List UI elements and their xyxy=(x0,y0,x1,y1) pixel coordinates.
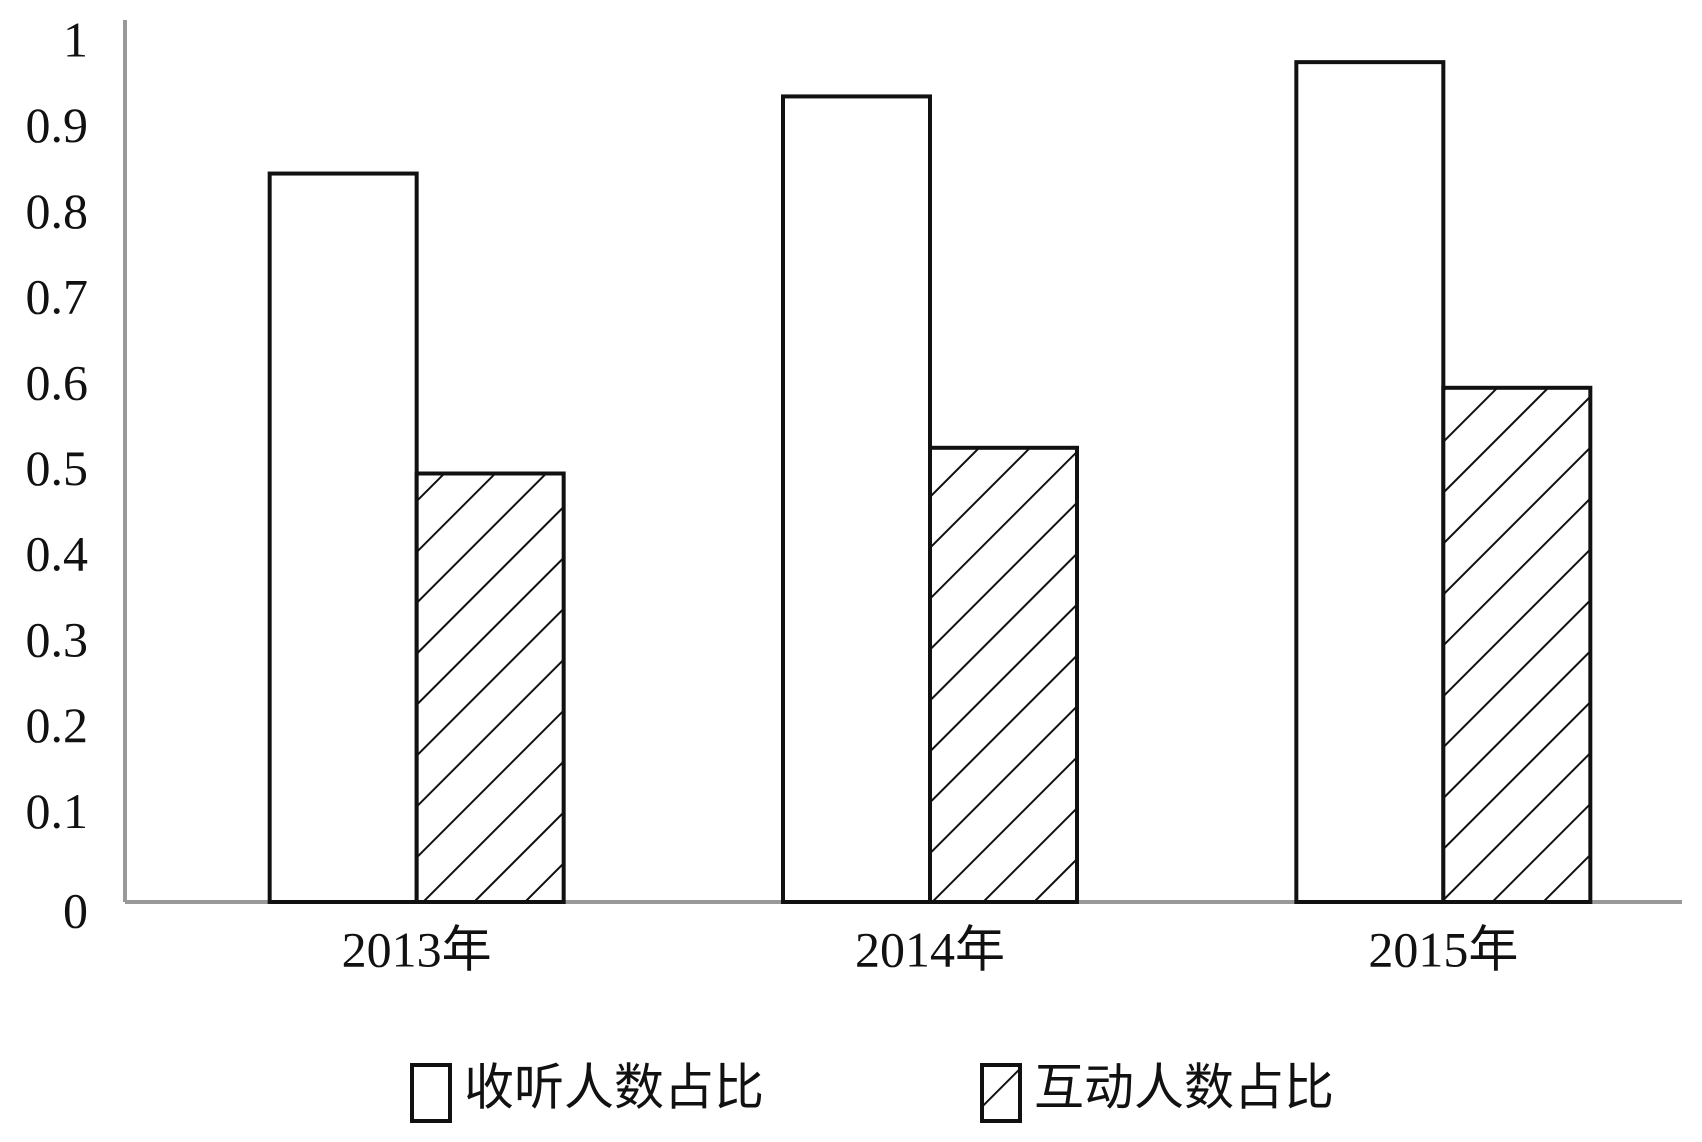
y-tick-label: 0.4 xyxy=(26,526,89,582)
y-tick-label: 1 xyxy=(63,11,88,67)
y-tick-label: 0.2 xyxy=(26,697,89,753)
y-tick-label: 0.7 xyxy=(26,269,89,325)
y-tick-label: 0 xyxy=(63,882,88,938)
bar xyxy=(414,471,566,904)
bar xyxy=(928,445,1079,904)
y-tick-label: 0.1 xyxy=(26,783,89,839)
y-tick-label: 0.9 xyxy=(26,97,89,153)
y-tick-label: 0.3 xyxy=(26,611,89,667)
y-tick-label: 0.6 xyxy=(26,354,89,410)
x-tick-label: 2014年 xyxy=(855,921,1005,977)
legend-label: 收听人数占比 xyxy=(464,1059,764,1115)
x-tick-label: 2015年 xyxy=(1368,921,1518,977)
bar xyxy=(267,171,419,905)
bar xyxy=(1441,385,1593,904)
bar xyxy=(1294,60,1446,904)
legend-swatch xyxy=(410,1063,452,1123)
legend-label: 互动人数占比 xyxy=(1034,1059,1334,1115)
x-tick-label: 2013年 xyxy=(342,921,492,977)
bar xyxy=(781,94,932,905)
y-tick-label: 0.5 xyxy=(26,440,89,496)
y-tick-label: 0.8 xyxy=(26,183,89,239)
legend-swatch xyxy=(980,1063,1022,1123)
